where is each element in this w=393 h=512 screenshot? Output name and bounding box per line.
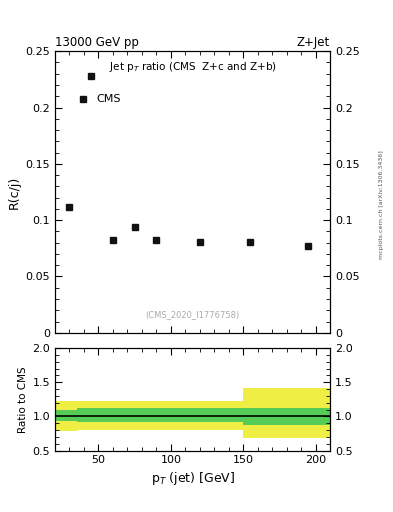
Text: (CMS_2020_I1776758): (CMS_2020_I1776758)	[145, 310, 240, 318]
Text: Jet p$_T$ ratio (CMS  Z+c and Z+b): Jet p$_T$ ratio (CMS Z+c and Z+b)	[108, 60, 277, 74]
Text: Z+Jet: Z+Jet	[297, 36, 330, 49]
Text: mcplots.cern.ch [arXiv:1306.3436]: mcplots.cern.ch [arXiv:1306.3436]	[379, 151, 384, 259]
Text: 13000 GeV pp: 13000 GeV pp	[55, 36, 139, 49]
X-axis label: p$_T$ (jet) [GeV]: p$_T$ (jet) [GeV]	[151, 470, 235, 486]
Text: CMS: CMS	[96, 94, 121, 104]
Y-axis label: R(c/j): R(c/j)	[8, 176, 21, 208]
Y-axis label: Ratio to CMS: Ratio to CMS	[18, 366, 28, 433]
